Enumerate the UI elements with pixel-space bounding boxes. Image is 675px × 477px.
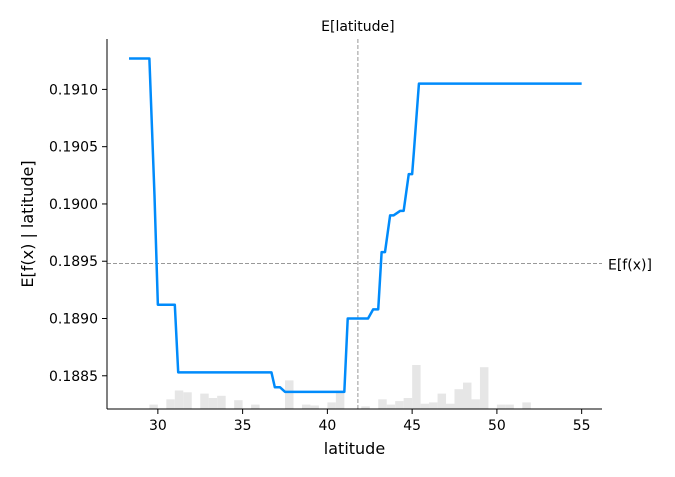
x-tick-label: 50 — [488, 418, 506, 434]
x-ticks: 30 35 40 45 50 55 — [149, 409, 591, 434]
y-tick-label: 0.1905 — [49, 140, 98, 156]
histogram-bar — [412, 365, 421, 409]
y-tick-label: 0.1910 — [49, 82, 98, 98]
histogram-bar — [496, 404, 506, 409]
histogram-bar — [301, 404, 311, 409]
x-axis-title: latitude — [324, 439, 385, 458]
histogram-bar — [446, 403, 455, 409]
histogram-bar — [454, 389, 463, 409]
histogram-bar — [174, 390, 184, 409]
axes: 30 35 40 45 50 55 0.18850.18900.18950.19000.1… — [49, 39, 602, 434]
x-tick-label: 40 — [318, 418, 336, 434]
x-tick-label: 45 — [403, 418, 421, 434]
feature-histogram — [149, 365, 531, 409]
histogram-bar — [378, 399, 387, 409]
histogram-bar — [395, 401, 404, 409]
series-layer — [129, 57, 582, 394]
histogram-bar — [217, 395, 226, 409]
histogram-bar — [386, 404, 396, 409]
reference-lines — [107, 39, 602, 409]
y-tick-label: 0.1885 — [49, 369, 98, 385]
histogram-bar — [361, 406, 370, 409]
y-tick-label: 0.1895 — [49, 254, 98, 270]
histogram-bar — [437, 393, 447, 409]
histogram-bar — [479, 367, 489, 409]
histogram-bar — [310, 405, 319, 409]
histogram-bar — [462, 382, 472, 409]
histogram-bar — [166, 399, 175, 409]
histogram-bar — [183, 392, 192, 409]
expected-prediction-label: E[f(x)] — [608, 258, 652, 274]
x-tick-label: 30 — [149, 418, 167, 434]
histogram-bar — [149, 404, 158, 409]
histogram-bar — [251, 404, 260, 409]
histogram-bar — [522, 402, 531, 409]
histogram-bar — [335, 390, 345, 409]
histogram-bar — [208, 398, 218, 409]
histogram-bar — [429, 402, 438, 409]
histogram-bar — [505, 404, 514, 409]
y-tick-label: 0.1890 — [49, 312, 98, 328]
histogram-bar — [327, 402, 336, 409]
histogram-bar — [471, 399, 480, 409]
x-tick-label: 35 — [234, 418, 252, 434]
y-ticks: 0.1885 0.1890 0.1895 0.1900 0.1905 0.1910 — [49, 82, 107, 385]
histogram-bar — [403, 398, 413, 409]
expected-latitude-label: E[latitude] — [321, 19, 394, 35]
y-tick-label: 0.1900 — [49, 197, 98, 213]
histogram-bar — [420, 403, 430, 409]
x-tick-label: 55 — [573, 418, 591, 434]
series-line — [129, 57, 582, 394]
histogram-bar — [285, 380, 294, 409]
histogram-bar — [200, 393, 209, 409]
histogram-bar — [234, 400, 243, 409]
y-axis-title: E[f(x) | latitude] — [18, 160, 37, 287]
